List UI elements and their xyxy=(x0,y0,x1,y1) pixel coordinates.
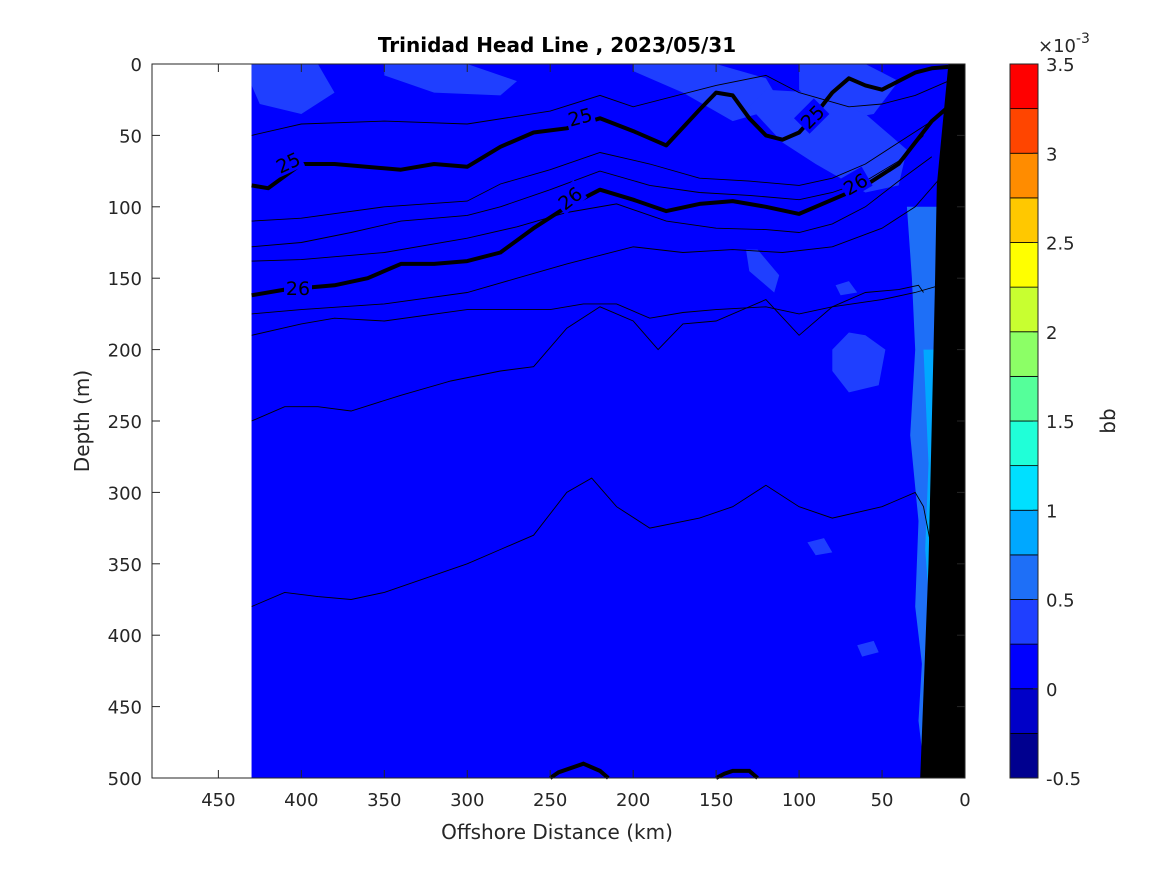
colorbar-tick-label: 1.5 xyxy=(1046,412,1075,433)
x-tick-label: 400 xyxy=(284,790,318,811)
thin-contour xyxy=(251,284,941,336)
x-tick-label: 250 xyxy=(533,790,567,811)
bb-patch xyxy=(835,281,858,296)
bottom-contour xyxy=(549,761,610,780)
colorbar-swatch xyxy=(1009,242,1039,288)
contour-label-26: 26 xyxy=(284,276,312,300)
contour-label-bg xyxy=(837,166,873,200)
colorbar-swatch xyxy=(1009,63,1039,110)
colorbar-swatch xyxy=(1009,732,1039,779)
bb-patch xyxy=(384,64,517,96)
contour-label-bg xyxy=(563,101,597,131)
x-tick-label: 200 xyxy=(616,790,650,811)
bb-patch xyxy=(633,64,783,122)
bb-patch xyxy=(832,332,886,393)
bb-patch xyxy=(807,538,833,556)
contour-label-bg xyxy=(270,145,306,178)
contour-25 xyxy=(251,64,949,191)
colorbar-swatch xyxy=(1009,599,1039,645)
x-tick-label: 300 xyxy=(450,790,484,811)
x-tick-label: 350 xyxy=(367,790,401,811)
contour-label-bg xyxy=(284,276,312,299)
chart-title: Trinidad Head Line , 2023/05/31 xyxy=(378,33,736,57)
bb-patch xyxy=(857,640,879,657)
thin-contour xyxy=(251,74,949,136)
thin-contour xyxy=(251,106,949,222)
x-tick-label: 100 xyxy=(782,790,816,811)
colorbar-swatch xyxy=(1009,465,1039,511)
y-tick-label: 400 xyxy=(108,626,142,647)
y-tick-label: 500 xyxy=(108,769,142,790)
bb-patch xyxy=(251,64,335,114)
colorbar-exponent: ×10-3 xyxy=(1038,31,1090,57)
x-axis-label: Offshore Distance (km) xyxy=(441,820,673,844)
y-axis-label: Depth (m) xyxy=(70,370,94,472)
colorbar-swatch xyxy=(1009,509,1039,556)
y-tick-label: 450 xyxy=(108,698,142,719)
x-tick-label: 50 xyxy=(871,790,894,811)
colorbar-swatch xyxy=(1009,688,1039,734)
colorbar-exponent-power: -3 xyxy=(1076,31,1090,47)
seafloor xyxy=(920,64,965,778)
colorbar-tick-label: 0.5 xyxy=(1046,591,1075,612)
colorbar: 0 0.5 1 1.5 2 2.5 3 3.5 -0.5 xyxy=(1009,55,1081,790)
colorbar-tick-label: 2.5 xyxy=(1046,234,1075,255)
y-tick-label: 150 xyxy=(108,269,142,290)
colorbar-swatch xyxy=(1009,197,1039,243)
colorbar-tick-label: 2 xyxy=(1046,323,1057,344)
colorbar-tick-label: 3 xyxy=(1046,144,1057,165)
thin-contour xyxy=(251,477,933,608)
colorbar-tick-label: -0.5 xyxy=(1046,769,1081,790)
y-tick-label: 350 xyxy=(108,555,142,576)
x-axis: 450 400 350 300 250 200 150 100 50 0 xyxy=(201,64,971,811)
colorbar-tick-label: 3.5 xyxy=(1046,55,1075,76)
y-tick-label: 250 xyxy=(108,412,142,433)
colorbar-swatch xyxy=(1009,643,1039,690)
contour-label-25: 25 xyxy=(563,101,597,132)
colorbar-exponent-base: ×10 xyxy=(1038,36,1076,57)
y-tick-label: 300 xyxy=(108,483,142,504)
density-contours xyxy=(251,64,950,780)
colorbar-swatch xyxy=(1009,152,1039,199)
y-axis: 0 50 100 150 200 250 300 350 400 450 500 xyxy=(108,55,965,790)
bottom-contour xyxy=(715,768,759,780)
thin-contour xyxy=(251,156,933,262)
bb-patch xyxy=(749,89,907,193)
colorbar-swatch xyxy=(1009,331,1039,377)
colorbar-tick-label: 1 xyxy=(1046,501,1057,522)
y-tick-label: 200 xyxy=(108,341,142,362)
colorbar-swatch xyxy=(1009,554,1039,600)
bb-patch xyxy=(746,249,780,293)
thin-contour xyxy=(251,177,941,315)
contour-label-bg xyxy=(794,98,830,134)
y-tick-label: 50 xyxy=(119,126,142,147)
x-tick-label: 0 xyxy=(959,790,970,811)
y-tick-label: 100 xyxy=(108,198,142,219)
thin-contour xyxy=(251,284,924,422)
colorbar-tick-label: 0 xyxy=(1046,680,1057,701)
colorbar-swatch xyxy=(1009,286,1039,333)
colorbar-swatch xyxy=(1009,108,1039,154)
colorbar-swatch xyxy=(1009,420,1039,467)
x-tick-label: 150 xyxy=(699,790,733,811)
x-tick-label: 450 xyxy=(201,790,235,811)
contour-26 xyxy=(251,105,950,298)
colorbar-label: bb xyxy=(1096,408,1120,433)
contour-label-bg xyxy=(551,180,588,215)
colorbar-swatch xyxy=(1009,375,1039,422)
y-tick-label: 0 xyxy=(131,55,142,76)
contour-label-text: 26 xyxy=(286,278,310,300)
